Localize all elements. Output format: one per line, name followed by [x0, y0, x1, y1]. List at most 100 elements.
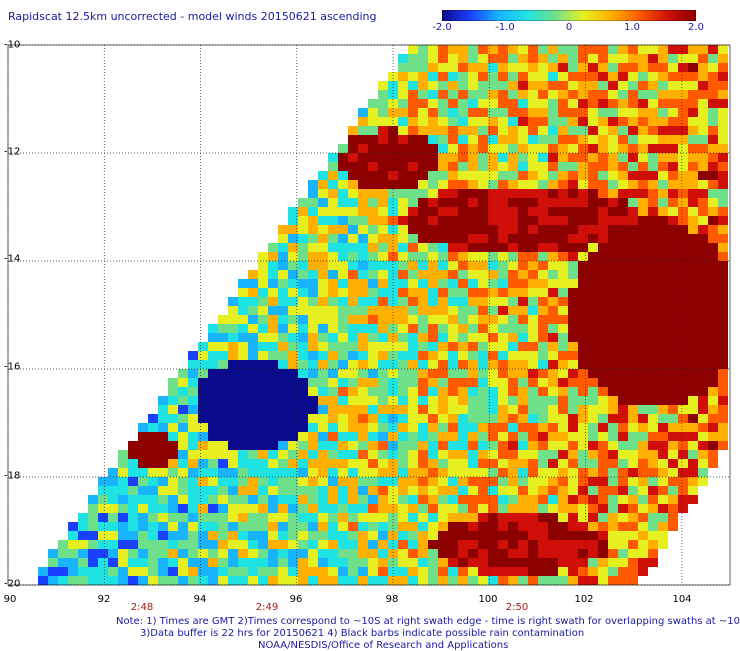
- swath-cell: [488, 108, 498, 117]
- swath-cell: [598, 342, 608, 351]
- swath-cell: [508, 423, 518, 432]
- swath-cell: [338, 567, 348, 576]
- swath-cell: [478, 45, 488, 54]
- swath-cell: [508, 531, 518, 540]
- swath-cell: [408, 270, 418, 279]
- swath-cell: [618, 225, 628, 234]
- swath-cell: [668, 153, 678, 162]
- swath-cell: [528, 72, 538, 81]
- swath-cell: [708, 117, 718, 126]
- swath-cell: [248, 360, 258, 369]
- swath-cell: [398, 270, 408, 279]
- swath-cell: [628, 432, 638, 441]
- swath-cell: [488, 450, 498, 459]
- swath-cell: [438, 342, 448, 351]
- swath-cell: [668, 126, 678, 135]
- swath-cell: [428, 171, 438, 180]
- swath-cell: [178, 369, 188, 378]
- swath-cell: [528, 468, 538, 477]
- swath-cell: [668, 432, 678, 441]
- swath-cell: [88, 495, 98, 504]
- lon-label: 98: [385, 594, 399, 605]
- swath-cell: [348, 234, 358, 243]
- swath-cell: [688, 396, 698, 405]
- swath-cell: [558, 135, 568, 144]
- swath-cell: [548, 99, 558, 108]
- swath-cell: [488, 432, 498, 441]
- swath-cell: [198, 531, 208, 540]
- swath-cell: [88, 522, 98, 531]
- swath-cell: [78, 558, 88, 567]
- swath-cell: [448, 333, 458, 342]
- swath-cell: [478, 468, 488, 477]
- swath-cell: [548, 144, 558, 153]
- swath-cell: [518, 252, 528, 261]
- swath-cell: [408, 513, 418, 522]
- swath-cell: [668, 63, 678, 72]
- swath-cell: [278, 387, 288, 396]
- swath-cell: [508, 504, 518, 513]
- swath-cell: [638, 333, 648, 342]
- swath-cell: [458, 261, 468, 270]
- swath-cell: [648, 540, 658, 549]
- lon-label: 92: [97, 594, 111, 605]
- swath-cell: [318, 432, 328, 441]
- swath-cell: [408, 324, 418, 333]
- swath-cell: [318, 459, 328, 468]
- swath-cell: [408, 342, 418, 351]
- swath-cell: [248, 315, 258, 324]
- swath-cell: [318, 423, 328, 432]
- swath-cell: [348, 252, 358, 261]
- swath-cell: [218, 441, 228, 450]
- swath-cell: [428, 441, 438, 450]
- swath-cell: [408, 540, 418, 549]
- swath-cell: [478, 153, 488, 162]
- swath-cell: [398, 486, 408, 495]
- swath-cell: [658, 477, 668, 486]
- swath-cell: [678, 189, 688, 198]
- swath-cell: [658, 108, 668, 117]
- swath-cell: [448, 45, 458, 54]
- swath-cell: [58, 576, 68, 585]
- swath-cell: [138, 423, 148, 432]
- swath-cell: [628, 369, 638, 378]
- swath-cell: [568, 153, 578, 162]
- swath-cell: [708, 369, 718, 378]
- swath-cell: [378, 108, 388, 117]
- swath-cell: [158, 531, 168, 540]
- swath-cell: [648, 432, 658, 441]
- swath-cell: [638, 243, 648, 252]
- swath-cell: [608, 576, 618, 585]
- swath-cell: [378, 468, 388, 477]
- swath-cell: [478, 369, 488, 378]
- swath-cell: [308, 315, 318, 324]
- swath-cell: [698, 234, 708, 243]
- swath-cell: [578, 477, 588, 486]
- swath-cell: [338, 270, 348, 279]
- swath-cell: [328, 495, 338, 504]
- swath-cell: [558, 531, 568, 540]
- swath-cell: [318, 531, 328, 540]
- swath-cell: [448, 117, 458, 126]
- swath-cell: [368, 423, 378, 432]
- swath-cell: [708, 171, 718, 180]
- swath-cell: [278, 504, 288, 513]
- swath-cell: [78, 513, 88, 522]
- swath-cell: [418, 432, 428, 441]
- swath-cell: [118, 513, 128, 522]
- swath-cell: [578, 297, 588, 306]
- swath-cell: [608, 45, 618, 54]
- swath-cell: [708, 450, 718, 459]
- swath-cell: [698, 333, 708, 342]
- swath-cell: [258, 324, 268, 333]
- swath-cell: [298, 396, 308, 405]
- swath-cell: [468, 513, 478, 522]
- swath-cell: [568, 333, 578, 342]
- swath-cell: [228, 477, 238, 486]
- swath-cell: [638, 54, 648, 63]
- swath-cell: [678, 225, 688, 234]
- swath-cell: [408, 162, 418, 171]
- swath-cell: [278, 486, 288, 495]
- swath-cell: [548, 396, 558, 405]
- swath-cell: [418, 414, 428, 423]
